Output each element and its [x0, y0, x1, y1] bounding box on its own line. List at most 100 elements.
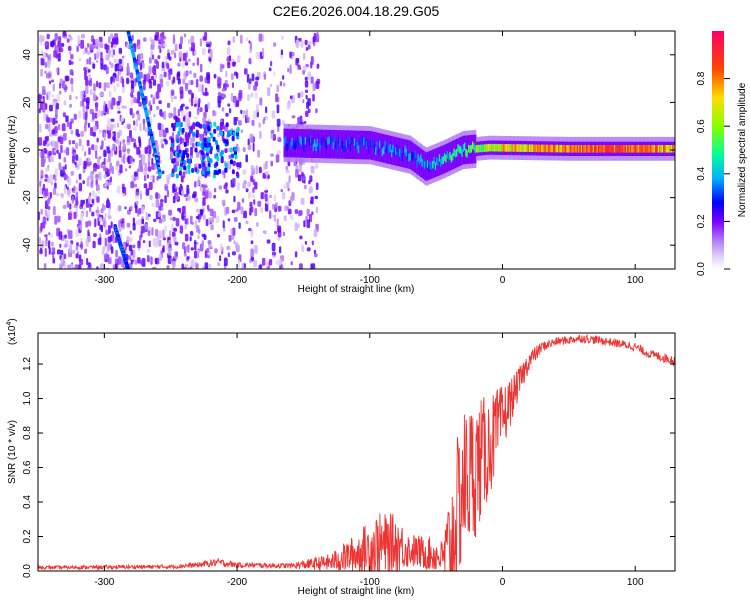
- noise-cell: [301, 171, 304, 177]
- noise-cell: [305, 94, 308, 100]
- band-core: [468, 144, 470, 153]
- noise-cell: [94, 53, 97, 61]
- noise-cell: [283, 82, 286, 87]
- noise-cell: [218, 185, 222, 190]
- band-core: [461, 149, 464, 157]
- noise-cell: [275, 202, 278, 208]
- noise-cell: [49, 234, 54, 238]
- noise-cell: [304, 240, 307, 245]
- band-core: [669, 145, 672, 153]
- band-core: [627, 145, 629, 153]
- noise-cell: [64, 174, 68, 180]
- band-core: [582, 145, 584, 153]
- noise-cell: [150, 256, 153, 265]
- snr-panel: -300 -200 -100 0 100 0.0 0.2 0.4 0.6 0.8 1.0 1.2 He…: [6, 318, 676, 597]
- noise-cell: [182, 171, 186, 179]
- band-core: [310, 135, 312, 144]
- noise-cell: [72, 140, 76, 145]
- noise-cell: [200, 63, 203, 73]
- noise-cell: [95, 173, 99, 179]
- band-core: [308, 137, 311, 146]
- blob-cell: [202, 123, 206, 129]
- noise-cell: [80, 39, 85, 49]
- noise-cell: [70, 171, 74, 176]
- noise-cell: [149, 181, 153, 187]
- noise-cell: [115, 263, 118, 269]
- noise-cell: [162, 129, 167, 138]
- noise-cell: [40, 57, 45, 66]
- band-core: [554, 144, 556, 153]
- noise-cell: [44, 42, 48, 46]
- blob-cell: [220, 131, 224, 137]
- band-core: [633, 145, 636, 153]
- x-tick-label: -300: [94, 275, 114, 286]
- band-core: [288, 137, 291, 145]
- band-core: [460, 146, 462, 154]
- noise-cell: [160, 34, 164, 44]
- band-core: [615, 145, 618, 153]
- noise-cell: [63, 157, 67, 163]
- noise-cell: [85, 105, 90, 110]
- noise-cell: [54, 33, 58, 41]
- noise-cell: [288, 160, 291, 167]
- noise-cell: [242, 169, 247, 175]
- noise-cell: [39, 187, 42, 195]
- noise-cell: [223, 257, 228, 267]
- noise-cell: [133, 142, 136, 148]
- noise-cell: [191, 194, 196, 199]
- band-edge: [357, 130, 360, 160]
- band-core: [470, 144, 473, 153]
- noise-cell: [69, 36, 73, 41]
- band-core: [324, 139, 327, 148]
- noise-cell: [177, 71, 181, 78]
- noise-cell: [179, 183, 183, 189]
- blob-cell: [171, 142, 174, 148]
- noise-cell: [107, 182, 110, 186]
- band-core: [383, 146, 385, 155]
- noise-cell: [275, 154, 280, 163]
- noise-cell: [95, 102, 98, 112]
- noise-cell: [133, 120, 136, 126]
- snr-marks: [38, 334, 675, 571]
- noise-cell: [303, 121, 307, 124]
- blob-cell: [210, 133, 214, 139]
- noise-cell: [277, 150, 281, 155]
- noise-cell: [266, 261, 269, 267]
- noise-cell: [172, 183, 176, 190]
- noise-cell: [48, 232, 51, 236]
- blob-cell: [215, 161, 219, 167]
- noise-cell: [80, 241, 83, 250]
- noise-cell: [85, 85, 89, 94]
- noise-cell: [274, 230, 277, 235]
- band-core: [351, 136, 353, 145]
- noise-cell: [112, 143, 115, 151]
- noise-cell: [39, 123, 42, 133]
- noise-cell: [271, 110, 276, 119]
- noise-cell: [58, 162, 62, 171]
- noise-cell: [96, 266, 99, 269]
- band-core: [529, 144, 531, 152]
- noise-cell: [64, 75, 68, 82]
- band-core: [307, 135, 310, 143]
- noise-cell: [136, 168, 140, 173]
- noise-cell: [107, 236, 112, 243]
- noise-cell: [217, 76, 220, 84]
- noise-cell: [67, 230, 71, 239]
- noise-cell: [148, 100, 151, 108]
- noise-cell: [83, 162, 88, 167]
- noise-cell: [173, 96, 177, 100]
- noise-cell: [101, 203, 105, 212]
- noise-cell: [190, 35, 195, 43]
- noise-cell: [265, 160, 268, 170]
- noise-cell: [54, 141, 59, 149]
- noise-cell: [167, 102, 171, 108]
- band-core: [490, 143, 493, 152]
- band-core: [620, 145, 623, 153]
- noise-cell: [238, 89, 243, 99]
- noise-cell: [226, 147, 231, 153]
- noise-cell: [89, 81, 92, 87]
- band-core: [535, 144, 538, 153]
- x-tick-label: 0: [500, 275, 506, 286]
- noise-cell: [91, 144, 95, 151]
- noise-cell: [129, 230, 132, 235]
